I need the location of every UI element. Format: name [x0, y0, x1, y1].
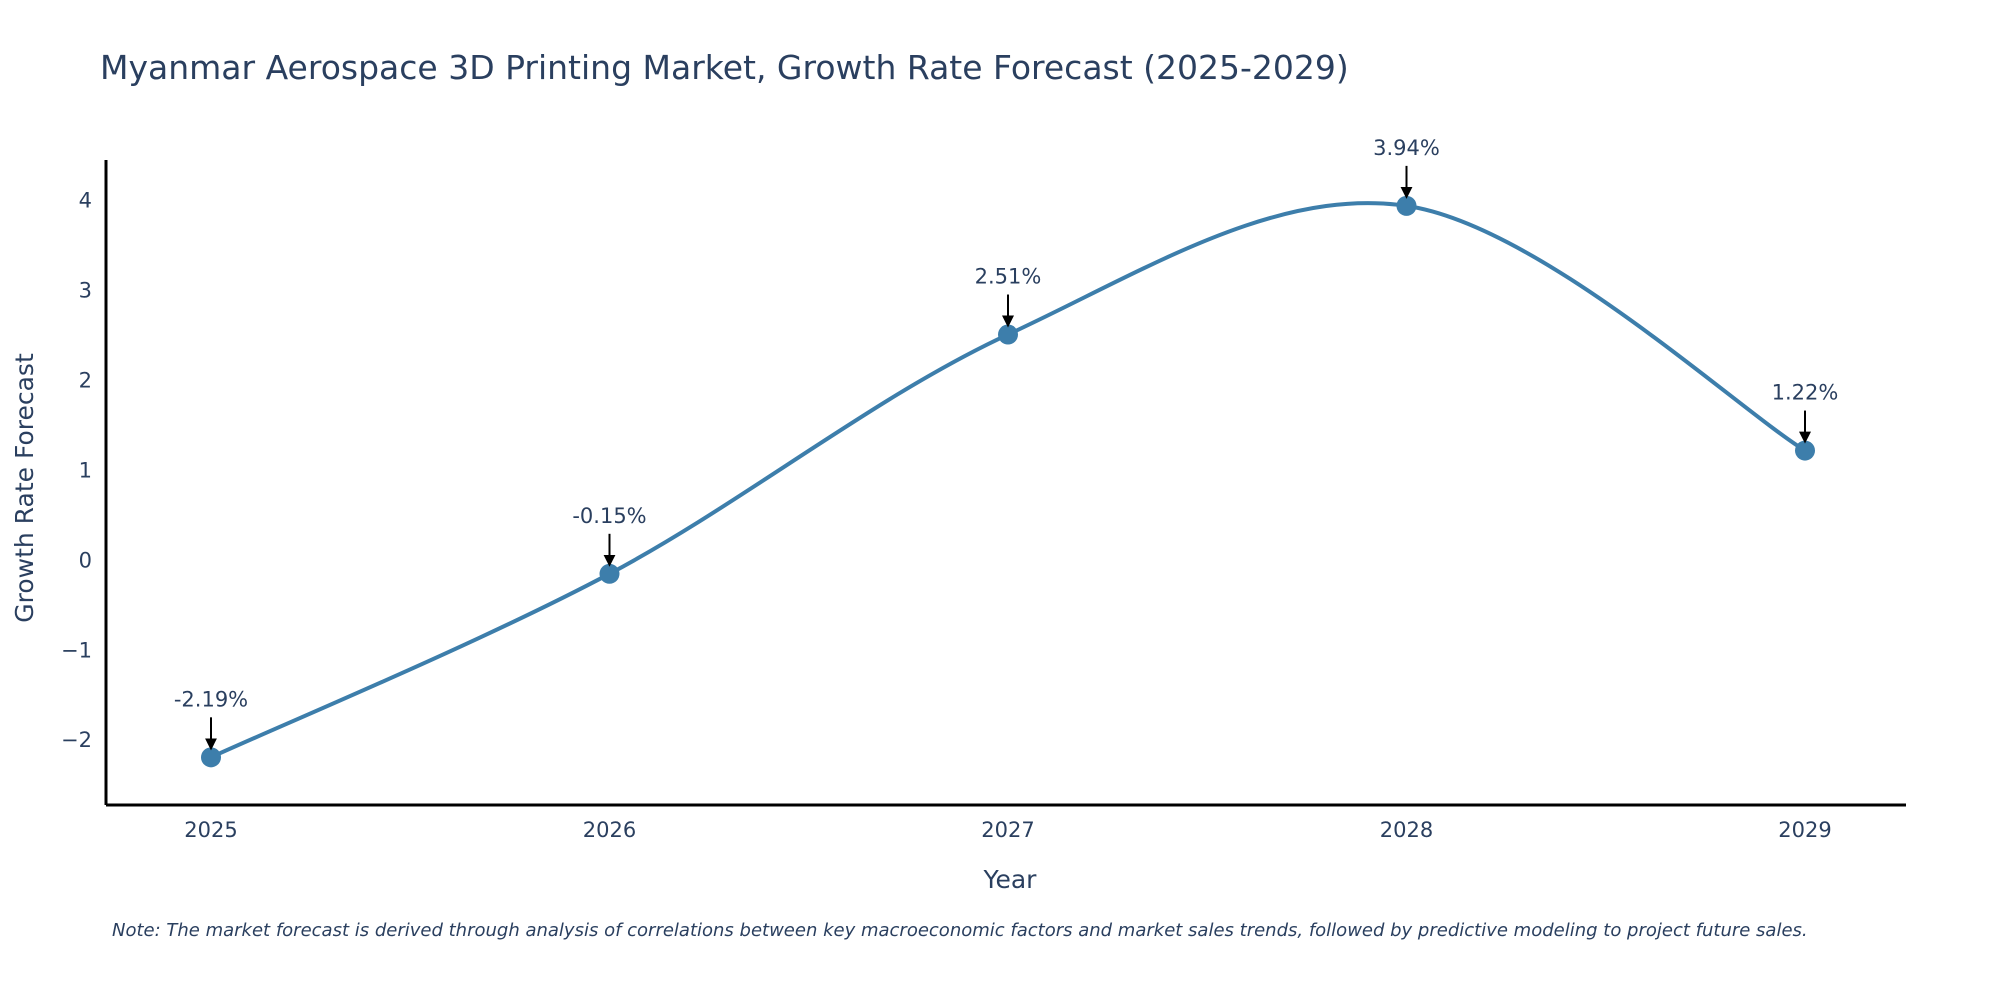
- y-tick-label: 4: [79, 188, 92, 212]
- x-tick-label: 2029: [1778, 818, 1831, 842]
- x-tick-label: 2025: [184, 818, 237, 842]
- y-tick-label: 1: [79, 458, 92, 482]
- x-tick-label: 2026: [583, 818, 636, 842]
- y-tick-label: −1: [61, 638, 92, 662]
- x-tick-label: 2027: [981, 818, 1034, 842]
- data-labels-layer: -2.19% -0.15% 2.51% 3.94% 1.22%: [174, 136, 1839, 751]
- data-label: 3.94%: [1373, 136, 1440, 160]
- series-layer: [201, 195, 1815, 768]
- data-point: [201, 747, 221, 768]
- data-point: [998, 324, 1018, 345]
- axes: 2025 2026 2027 2028 2029 −2 −1 0 1 2 3 4: [61, 160, 1906, 842]
- data-point: [1396, 195, 1417, 216]
- y-tick-label: −2: [61, 728, 92, 752]
- data-label: -2.19%: [174, 687, 248, 711]
- data-point: [599, 563, 620, 584]
- data-point: [1795, 440, 1815, 461]
- y-tick-label: 3: [79, 278, 92, 302]
- x-tick-label: 2028: [1380, 818, 1433, 842]
- y-tick-label: 2: [79, 368, 92, 392]
- y-tick-label: 0: [79, 548, 92, 572]
- y-axis-title: Growth Rate Forecast: [10, 353, 39, 623]
- chart-title: Myanmar Aerospace 3D Printing Market, Gr…: [100, 48, 1349, 87]
- data-label: 2.51%: [975, 265, 1042, 289]
- data-label: -0.15%: [572, 504, 646, 528]
- data-label: 1.22%: [1772, 381, 1839, 405]
- chart-note: Note: The market forecast is derived thr…: [112, 920, 1808, 941]
- x-axis-title: Year: [983, 865, 1038, 894]
